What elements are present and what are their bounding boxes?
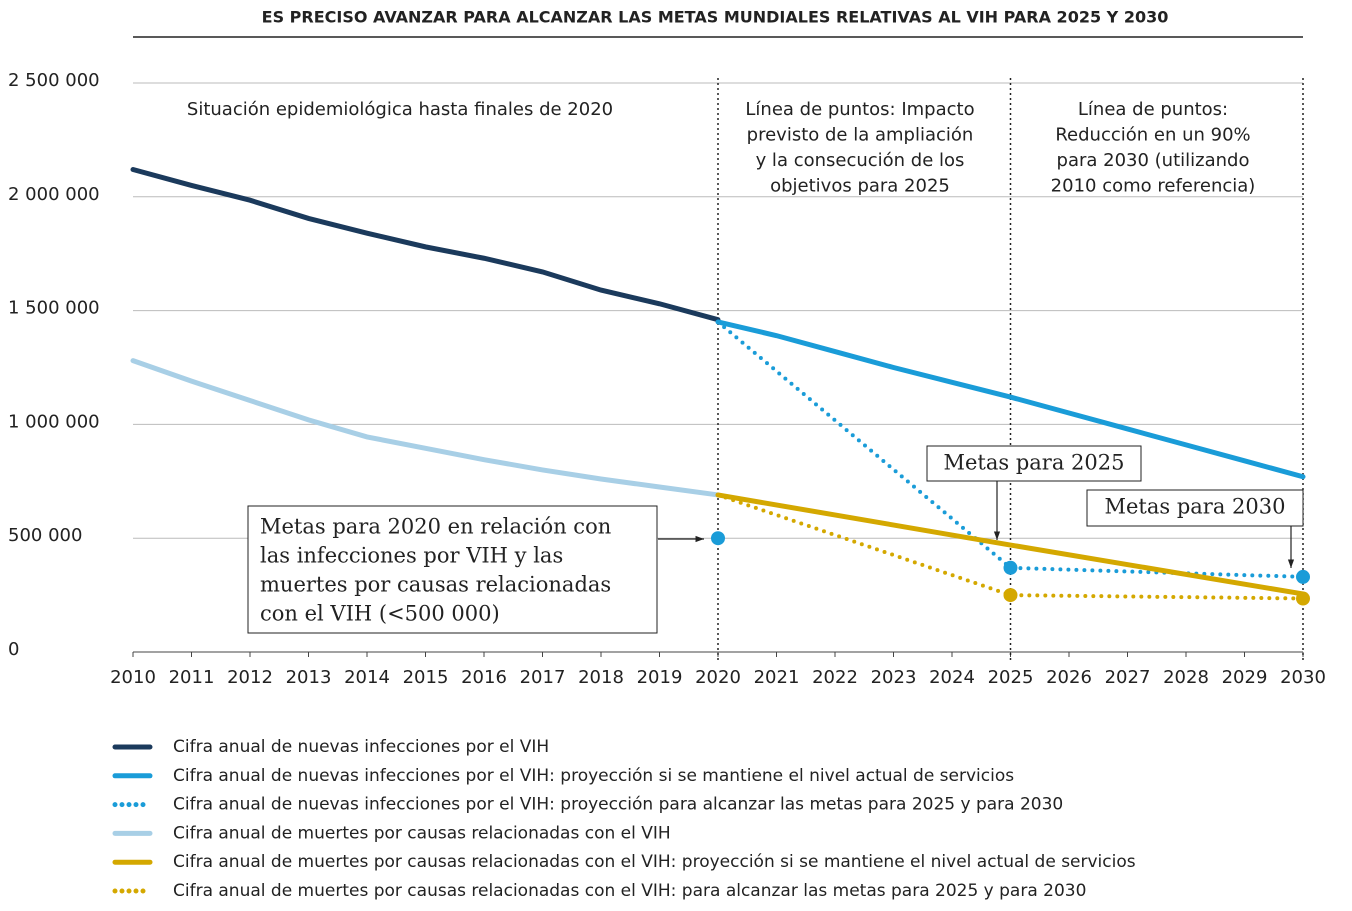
y-tick-label: 2 500 000: [8, 70, 100, 91]
annotation: Metas para 2020 en relación con: [260, 515, 611, 539]
x-tick-label: 2018: [578, 667, 624, 688]
x-tick-label: 2015: [403, 667, 449, 688]
annotation-box: [247, 505, 658, 634]
x-tick-label: 2011: [169, 667, 215, 688]
annotation: Reducción en un 90%: [1055, 125, 1250, 146]
annotation: Línea de puntos:: [1078, 99, 1228, 120]
series-line: [715, 492, 1306, 597]
x-tick-label: 2024: [929, 667, 975, 688]
x-tick-label: 2020: [695, 667, 741, 688]
series-line: [715, 319, 1306, 480]
legend-label: Cifra anual de nuevas infecciones por el…: [173, 795, 1063, 815]
arrow-head: [993, 531, 1001, 540]
marker: [1003, 588, 1018, 603]
x-tick-label: 2010: [110, 667, 156, 688]
x-tick-label: 2026: [1046, 667, 1092, 688]
marker: [1003, 560, 1018, 575]
x-tick-label: 2030: [1280, 667, 1326, 688]
arrow-head: [1287, 559, 1295, 568]
legend-label: Cifra anual de nuevas infecciones por el…: [173, 737, 549, 757]
annotation: las infecciones por VIH y las: [260, 544, 563, 568]
annotation: objetivos para 2025: [770, 176, 950, 197]
annotation: con el VIH (<500 000): [260, 602, 500, 626]
annotation: y la consecución de los: [756, 150, 965, 171]
x-tick-label: 2028: [1163, 667, 1209, 688]
x-tick-label: 2016: [461, 667, 507, 688]
marker: [1296, 569, 1310, 584]
y-tick-label: 2 000 000: [8, 184, 100, 205]
marker: [1296, 591, 1310, 606]
annotation: 2010 como referencia): [1051, 176, 1256, 197]
x-tick-label: 2014: [344, 667, 390, 688]
annotation: muertes por causas relacionadas: [260, 573, 611, 597]
x-tick-label: 2025: [988, 667, 1034, 688]
y-tick-label: 0: [8, 639, 19, 660]
x-tick-label: 2027: [1105, 667, 1151, 688]
series-line: [130, 166, 721, 323]
chart-title: ES PRECISO AVANZAR PARA ALCANZAR LAS MET…: [262, 8, 1169, 27]
annotation: Situación epidemiológica hasta finales d…: [187, 99, 613, 120]
target-point: [711, 531, 725, 546]
arrow-head: [695, 535, 704, 543]
annotation: Metas para 2025: [944, 451, 1125, 475]
annotation: Metas para 2030: [1105, 495, 1286, 519]
legend-label: Cifra anual de muertes por causas relaci…: [173, 881, 1086, 901]
x-tick-label: 2021: [754, 667, 800, 688]
y-tick-label: 500 000: [8, 525, 82, 546]
x-tick-label: 2023: [871, 667, 917, 688]
annotation-box: [926, 445, 1142, 482]
x-tick-label: 2019: [637, 667, 683, 688]
annotation: Línea de puntos: Impacto: [745, 99, 974, 120]
x-tick-label: 2022: [812, 667, 858, 688]
series-line: [130, 358, 721, 498]
legend-label: Cifra anual de muertes por causas relaci…: [173, 852, 1136, 872]
series-line: [716, 492, 1305, 601]
x-tick-label: 2029: [1222, 667, 1268, 688]
x-tick-label: 2012: [227, 667, 273, 688]
legend-label: Cifra anual de nuevas infecciones por el…: [173, 766, 1014, 786]
y-tick-label: 1 000 000: [8, 411, 100, 432]
annotation: para 2030 (utilizando: [1057, 150, 1250, 171]
annotation-box: [1086, 489, 1304, 527]
x-tick-label: 2013: [286, 667, 332, 688]
x-tick-label: 2017: [520, 667, 566, 688]
annotation: previsto de la ampliación: [747, 125, 974, 146]
y-tick-label: 1 500 000: [8, 298, 100, 319]
legend-label: Cifra anual de muertes por causas relaci…: [173, 823, 671, 843]
